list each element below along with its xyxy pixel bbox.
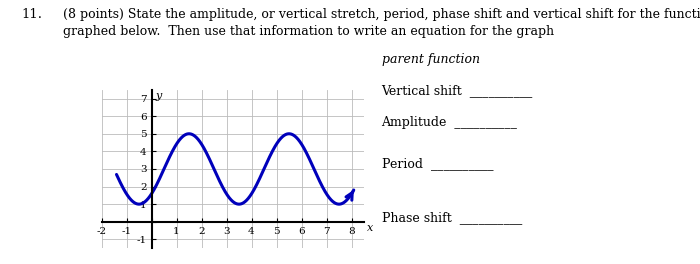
Text: Vertical shift  __________: Vertical shift __________ bbox=[382, 84, 533, 98]
Text: parent function: parent function bbox=[382, 53, 480, 66]
Text: y: y bbox=[155, 91, 162, 101]
Text: 11.: 11. bbox=[21, 8, 42, 21]
Text: Amplitude  __________: Amplitude __________ bbox=[382, 116, 517, 129]
Text: Period  __________: Period __________ bbox=[382, 157, 493, 170]
Text: (8 points) State the amplitude, or vertical stretch, period, phase shift and ver: (8 points) State the amplitude, or verti… bbox=[63, 8, 700, 38]
Text: Phase shift  __________: Phase shift __________ bbox=[382, 211, 522, 224]
Text: x: x bbox=[367, 223, 372, 233]
